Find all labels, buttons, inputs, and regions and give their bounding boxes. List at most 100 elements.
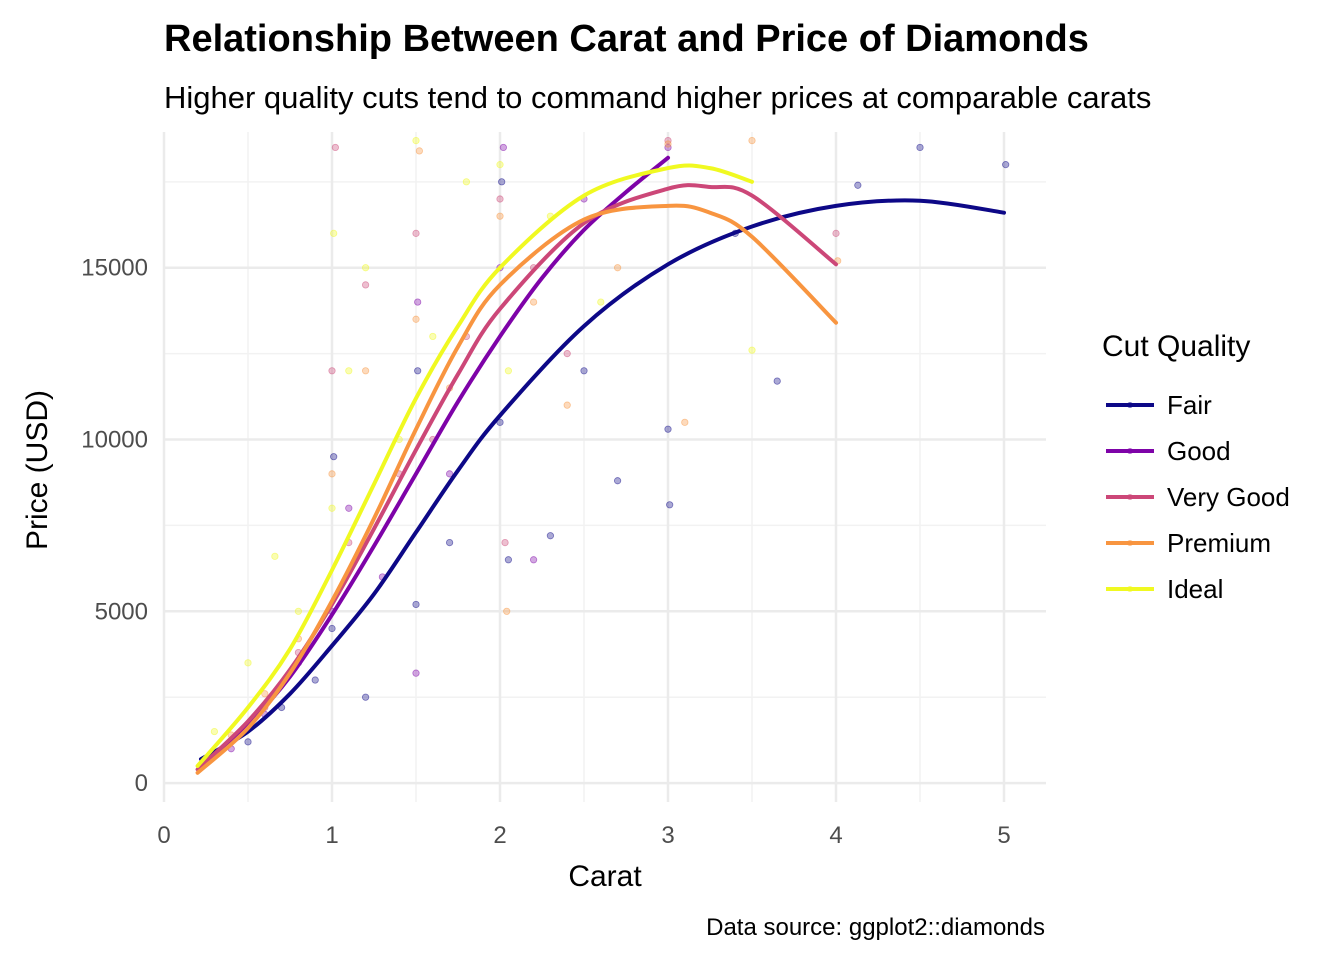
x-axis-ticks: 0 1 2 3 4 5 [157,822,1010,849]
legend-item: Premium [1106,528,1271,558]
y-axis-ticks: 0 5000 10000 15000 [81,255,148,797]
scatter-point [496,161,504,169]
scatter-point [462,178,470,186]
scatter-point [361,367,370,375]
scatter-point [412,669,420,677]
scatter-point [345,504,353,512]
scatter-point [244,738,252,746]
legend-title: Cut Quality [1102,330,1250,363]
scatter-point [496,212,504,220]
trend-line-very-good [195,183,838,772]
scatter-point [328,624,336,633]
scatter-point [613,264,622,272]
scatter-point [496,418,504,426]
scatter-point [748,136,756,145]
scatter-point [445,470,454,478]
legend-key-point [1127,540,1133,546]
scatter-point [311,676,319,684]
trend-line-premium [195,203,838,775]
scatter-point [328,504,336,512]
legend-key-point [1127,586,1133,592]
legend-label: Ideal [1167,574,1223,604]
x-tick-label: 3 [661,822,674,849]
scatter-point [361,281,370,289]
scatter-point [666,501,674,509]
y-tick-label: 5000 [95,598,148,625]
scatter-point [496,195,504,203]
scatter-point [330,229,338,237]
legend-label: Fair [1167,390,1212,420]
y-tick-label: 0 [135,770,148,797]
scatter-point [1002,161,1010,169]
scatter-point [210,727,218,736]
x-tick-label: 4 [829,822,842,849]
legend-item: Ideal [1106,574,1223,604]
scatter-point [664,140,672,148]
chart-title: Relationship Between Carat and Price of … [164,18,1089,60]
legend-label: Very Good [1167,482,1290,512]
scatter-point [529,556,538,564]
scatter-point [501,538,509,547]
scatter-point [271,552,279,560]
x-tick-label: 5 [997,822,1010,849]
scatter-point [498,178,506,186]
scatter-point [331,143,339,152]
legend-item: Fair [1106,390,1212,420]
legend-key-point [1127,448,1133,454]
scatter-point [916,143,924,152]
scatter-point [412,229,420,237]
scatter-point [597,298,605,306]
legend-key-point [1127,402,1133,408]
y-axis-title: Price (USD) [21,390,54,550]
legend-key-point [1127,494,1133,500]
scatter-point [361,693,370,701]
legend-items: Fair Good Very Good Premium Ideal [1106,390,1290,604]
x-tick-label: 1 [325,822,338,849]
plot-area [162,132,1046,802]
scatter-point [345,367,353,375]
chart-subtitle: Higher quality cuts tend to command high… [164,80,1151,115]
scatter-point [504,556,512,564]
x-tick-label: 0 [157,822,170,849]
scatter-point [503,607,511,615]
chart-caption: Data source: ggplot2::diamonds [706,914,1045,941]
scatter-point [414,298,422,306]
scatter-point [499,143,507,152]
scatter-point [529,298,538,306]
legend: Cut Quality Fair Good Very Good Premium Idea… [1102,330,1290,604]
scatter-point [664,425,672,433]
scatter-point [504,367,512,375]
scatter-point [429,332,437,341]
scatter-point [412,136,420,145]
gridlines [162,132,1046,802]
scatter-point [412,315,420,323]
scatter-point [415,147,423,155]
scatter-point [328,470,336,478]
scatter-point [546,532,555,540]
legend-label: Good [1167,436,1231,466]
legend-item: Very Good [1106,482,1290,512]
scatter-point [261,690,269,698]
legend-item: Good [1106,436,1231,466]
x-tick-label: 2 [493,822,506,849]
scatter-layer [210,136,1010,760]
scatter-point [244,659,252,667]
scatter-point [563,350,571,358]
y-tick-label: 15000 [81,255,148,282]
trend-layer [195,155,1006,775]
trend-line-ideal [195,163,754,768]
x-axis-title: Carat [568,860,642,893]
scatter-point [832,229,840,237]
scatter-point [580,367,588,375]
scatter-point [748,346,756,354]
scatter-point [330,453,338,461]
scatter-point [773,377,781,385]
trend-line-fair [199,198,1006,762]
scatter-point [361,264,370,272]
scatter-point [412,600,420,609]
scatter-point [445,538,454,547]
scatter-point [613,477,622,485]
scatter-point [328,367,336,375]
scatter-point [294,607,302,615]
